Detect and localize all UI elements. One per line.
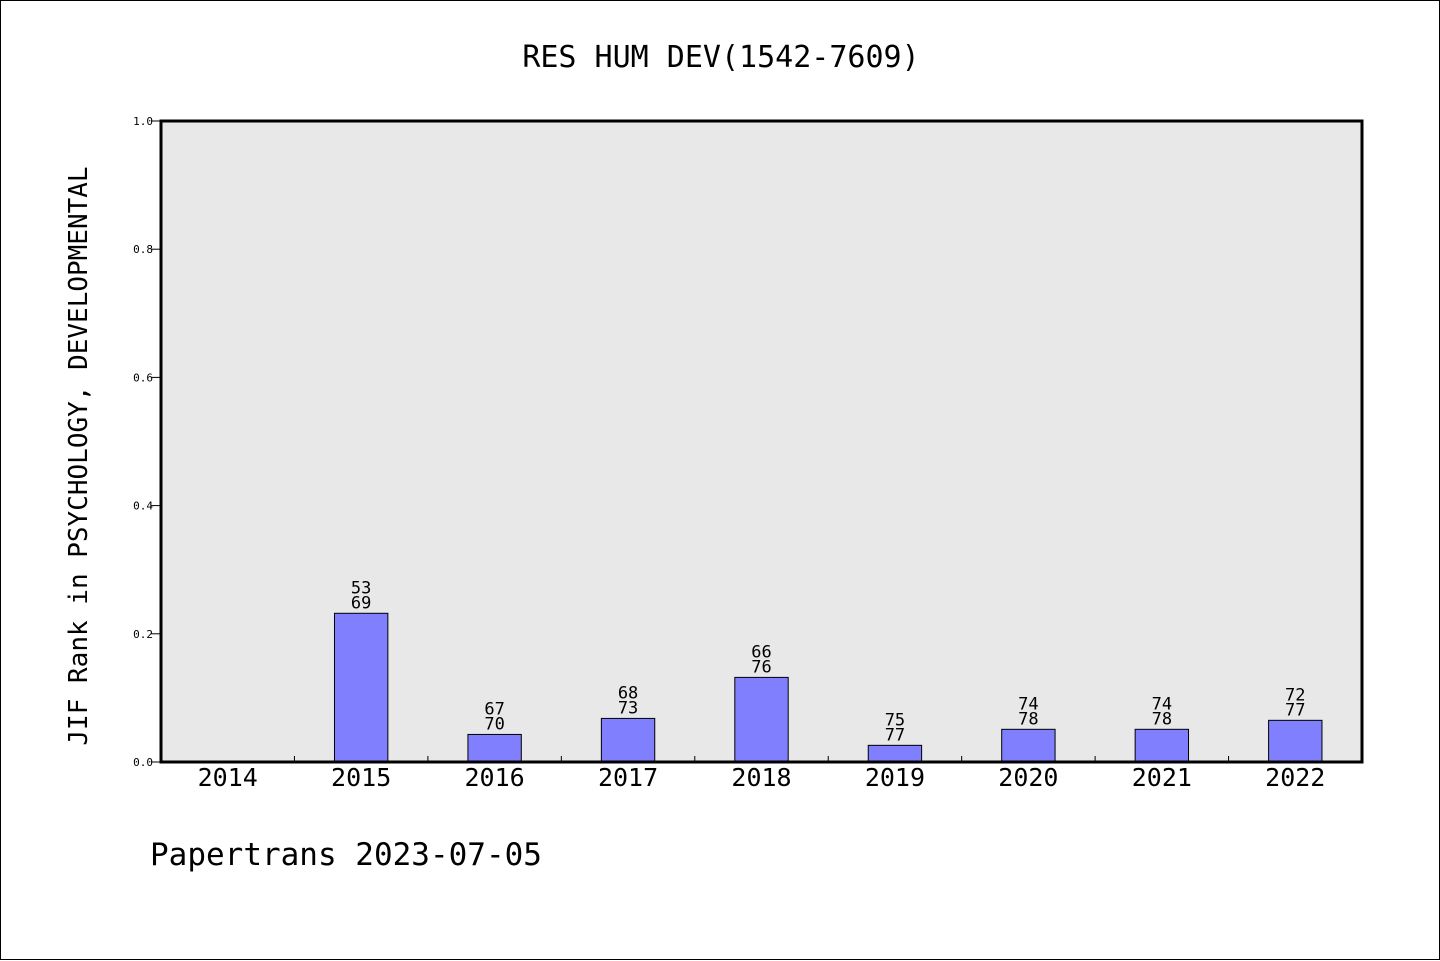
- x-tick-label: 2020: [998, 763, 1058, 792]
- rank-label: 67: [484, 699, 504, 719]
- y-tick-label: 1.0: [133, 115, 153, 128]
- bar-2021: [1134, 728, 1190, 763]
- bar-2016: [467, 733, 522, 763]
- bar-2017: [600, 717, 656, 763]
- rank-label: 66: [751, 642, 771, 662]
- rank-label: 68: [618, 683, 638, 703]
- y-axis-label: JIF Rank in PSYCHOLOGY, DEVELOPMENTAL: [64, 166, 94, 745]
- rank-label: 72: [1285, 685, 1305, 705]
- total-label: 77: [885, 725, 905, 745]
- x-tick-label: 2015: [331, 763, 391, 792]
- x-tick-label: 2019: [865, 763, 925, 792]
- x-tick-label: 2017: [598, 763, 658, 792]
- x-tick-label: 2022: [1265, 763, 1325, 792]
- y-tick-label: 0.8: [133, 243, 153, 256]
- bar-2019: [867, 744, 923, 763]
- total-label: 70: [484, 714, 504, 734]
- total-label: 73: [618, 698, 638, 718]
- total-label: 77: [1285, 700, 1305, 720]
- y-tick-label: 0.4: [133, 500, 153, 513]
- total-label: 78: [1152, 709, 1172, 729]
- bar-2020: [1001, 728, 1056, 763]
- bar-2015: [333, 612, 389, 763]
- footer-text: Papertrans 2023-07-05: [150, 837, 542, 873]
- y-tick-label: 0.6: [133, 371, 153, 384]
- y-tick-label: 0.0: [133, 756, 153, 769]
- bar-2018: [734, 676, 789, 763]
- x-tick-label: 2014: [198, 763, 258, 792]
- y-tick-label: 0.2: [133, 628, 153, 641]
- axis-ticks: 0.0 0.2 0.4 0.6 0.8 1.0 2014 2015 2016 2017 2018 20…: [133, 115, 1325, 792]
- chart-title: RES HUM DEV(1542-7609): [522, 40, 919, 75]
- x-tick-label: 2021: [1132, 763, 1192, 792]
- bars-group: [333, 612, 1323, 763]
- plot-border: [159, 119, 1364, 764]
- x-tick-label: 2016: [465, 763, 525, 792]
- x-tick-label: 2018: [731, 763, 791, 792]
- bar-2022: [1268, 719, 1323, 763]
- rank-label: 75: [885, 710, 905, 730]
- total-label: 69: [351, 593, 371, 613]
- rank-label: 74: [1152, 694, 1172, 714]
- total-label: 78: [1018, 709, 1038, 729]
- total-label: 76: [751, 657, 771, 677]
- rank-label: 53: [351, 578, 371, 598]
- rank-label: 74: [1018, 694, 1038, 714]
